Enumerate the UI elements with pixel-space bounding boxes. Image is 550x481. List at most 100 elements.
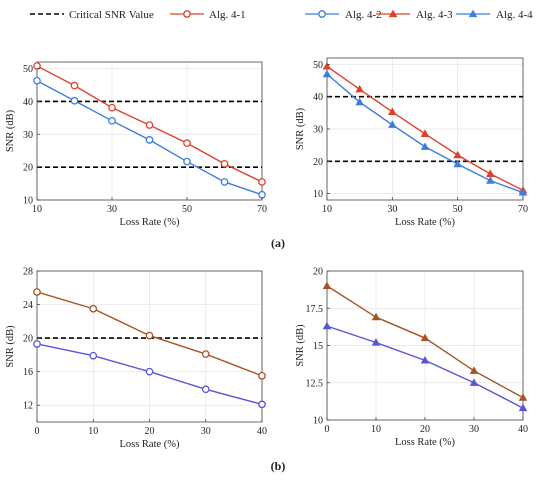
data-point <box>322 61 332 70</box>
series-alg-4-4 <box>322 321 528 412</box>
data-point <box>322 321 332 330</box>
y-tick-label: 10 <box>313 189 323 200</box>
y-tick-label: 20 <box>23 163 33 174</box>
data-point <box>420 142 430 150</box>
data-point <box>145 121 154 129</box>
series-alg-4-1 <box>33 288 266 380</box>
data-point <box>220 160 229 168</box>
data-point <box>145 331 154 340</box>
series-alg-4-3 <box>322 281 528 401</box>
data-point <box>518 393 528 401</box>
data-point <box>89 351 98 360</box>
data-point <box>89 304 98 313</box>
data-point <box>258 190 266 199</box>
legend-entry: Critical SNR Value <box>30 9 154 21</box>
y-axis-label: SNR (dB) <box>295 107 306 150</box>
series-alg-4-1 <box>33 62 266 186</box>
y-tick-label: 17.5 <box>306 304 324 315</box>
x-axis-label: Loss Rate (%) <box>119 439 180 450</box>
legend-label: Alg. 4-2 <box>345 9 382 21</box>
data-point <box>518 188 528 196</box>
legend-entry: Alg. 4-1 <box>170 9 246 21</box>
data-point <box>201 385 210 394</box>
y-tick-label: 30 <box>23 130 33 141</box>
x-tick-label: 70 <box>518 204 528 215</box>
legend-entry: Alg. 4-2 <box>305 9 382 21</box>
x-tick-label: 10 <box>88 426 98 437</box>
y-tick-label: 20 <box>313 267 323 278</box>
x-tick-label: 40 <box>518 424 528 435</box>
y-tick-label: 20 <box>313 157 323 168</box>
plot-area <box>37 62 262 200</box>
data-point <box>145 367 154 376</box>
data-point <box>183 139 191 148</box>
y-tick-label: 30 <box>313 125 323 136</box>
y-tick-label: 40 <box>23 97 33 108</box>
data-point <box>183 157 191 166</box>
legend-label: Alg. 4-4 <box>496 9 533 21</box>
legend-marker <box>468 9 478 18</box>
x-tick-label: 10 <box>371 424 381 435</box>
data-point <box>355 84 364 93</box>
y-axis-label: SNR (dB) <box>295 324 306 367</box>
data-point <box>420 129 430 137</box>
series-alg-4-2 <box>33 340 266 409</box>
y-tick-label: 50 <box>23 64 33 75</box>
data-point <box>355 97 364 106</box>
data-point <box>70 96 79 105</box>
x-tick-label: 30 <box>469 424 479 435</box>
data-point <box>258 400 266 409</box>
x-tick-label: 10 <box>322 204 332 215</box>
x-tick-label: 40 <box>257 426 267 437</box>
chart-panel-2: 10 30 50 70 10 20 30 40 50 Loss Rate (%) SNR (dB) <box>295 57 528 228</box>
x-tick-label: 30 <box>107 204 117 215</box>
data-point <box>258 178 266 186</box>
x-tick-label: 50 <box>453 204 463 215</box>
x-tick-label: 20 <box>420 424 430 435</box>
x-tick-label: 30 <box>201 426 211 437</box>
x-tick-label: 70 <box>257 204 267 215</box>
y-tick-label: 15 <box>313 341 323 352</box>
x-tick-label: 10 <box>32 204 42 215</box>
legend-marker <box>318 10 326 18</box>
x-tick-label: 0 <box>325 424 330 435</box>
legend-marker <box>183 10 191 18</box>
y-tick-label: 12.5 <box>306 378 324 389</box>
panel-label-b: (b) <box>271 459 286 473</box>
data-point <box>453 159 462 168</box>
data-point <box>469 366 479 374</box>
y-tick-label: 10 <box>313 416 323 427</box>
legend-entry: Alg. 4-3 <box>376 9 453 21</box>
data-point <box>469 378 479 386</box>
x-tick-label: 50 <box>182 204 192 215</box>
data-point <box>145 136 154 144</box>
y-tick-label: 12 <box>23 401 33 412</box>
chart-panel-3: 0 10 20 30 40 12 16 20 24 28 Loss Rate (%) SNR (dB) <box>5 267 267 451</box>
data-point <box>420 333 430 342</box>
data-point <box>33 62 41 70</box>
legend: Critical SNR Value Alg. 4-1 Alg. 4-2 Alg. 4… <box>30 9 533 21</box>
data-point <box>453 150 462 159</box>
x-tick-label: 20 <box>145 426 155 437</box>
data-point <box>388 107 397 115</box>
y-tick-label: 20 <box>23 334 33 345</box>
y-tick-label: 10 <box>23 196 33 207</box>
panel-label-a: (a) <box>271 236 285 250</box>
data-point <box>201 350 210 358</box>
data-point <box>220 178 229 186</box>
data-point <box>33 288 41 296</box>
x-axis-label: Loss Rate (%) <box>395 217 456 228</box>
legend-marker <box>388 9 398 18</box>
x-tick-label: 0 <box>35 426 40 437</box>
y-tick-label: 16 <box>23 367 33 378</box>
y-tick-label: 50 <box>313 60 323 71</box>
legend-label: Alg. 4-3 <box>416 9 453 21</box>
y-tick-label: 28 <box>23 267 33 278</box>
x-axis-label: Loss Rate (%) <box>119 217 180 228</box>
y-axis-label: SNR (dB) <box>5 109 16 152</box>
legend-label: Critical SNR Value <box>69 9 154 21</box>
